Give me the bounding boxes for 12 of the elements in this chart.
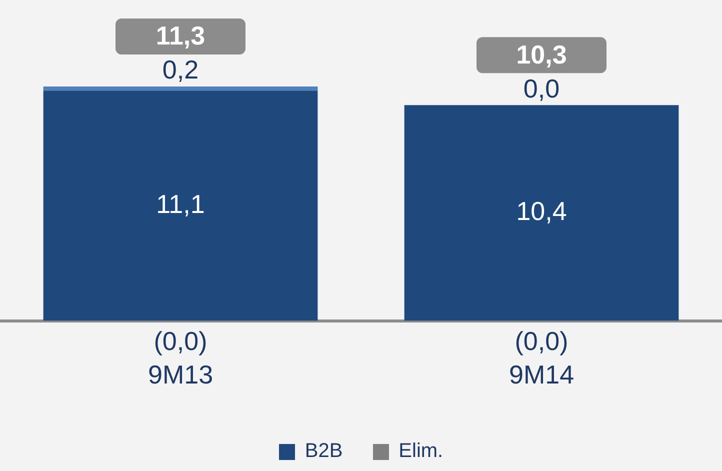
data-label: (0,0): [514, 326, 568, 356]
x-tick-label: 9M13: [148, 360, 214, 390]
legend-label: B2B: [304, 440, 343, 463]
total-label: 11,3: [156, 20, 206, 51]
data-label: 10,4: [516, 196, 567, 226]
data-label: (0,0): [154, 326, 208, 356]
data-label: 0,2: [162, 54, 199, 85]
total-label: 10,3: [516, 39, 567, 70]
x-tick-label: 9M14: [508, 360, 574, 390]
data-label: 11,1: [156, 188, 205, 219]
legend-label: Elim.: [398, 440, 444, 463]
data-label: 0,0: [523, 73, 560, 104]
